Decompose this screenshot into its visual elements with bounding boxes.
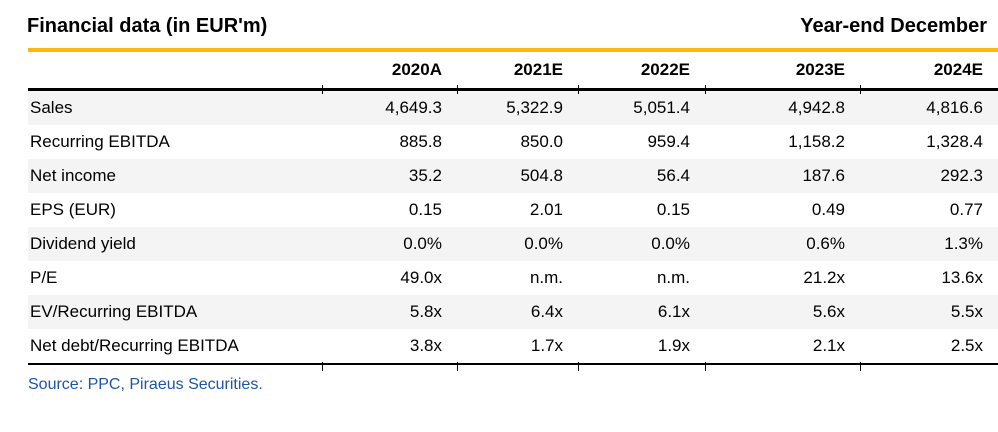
source-note: Source: PPC, Piraeus Securities. bbox=[28, 376, 263, 393]
page-title: Financial data (in EUR'm) bbox=[27, 15, 268, 37]
cell-value: 0.0% bbox=[524, 234, 563, 253]
financial-table: 2020A 2021E 2022E 2023E 2024E Sales 4,64… bbox=[28, 52, 998, 365]
table-row-pe: P/E 49.0x n.m. n.m. 21.2x 13.6x bbox=[28, 261, 998, 295]
table-row-dividend-yield: Dividend yield 0.0% 0.0% 0.0% 0.6% 1.3% bbox=[28, 227, 998, 261]
cell-value: 56.4 bbox=[656, 166, 690, 185]
column-boundary-tick bbox=[860, 85, 861, 94]
cell-value: 850.0 bbox=[520, 132, 563, 151]
row-label: EPS (EUR) bbox=[30, 200, 116, 219]
cell-value: 0.6% bbox=[806, 234, 845, 253]
cell-value: 35.2 bbox=[408, 166, 442, 185]
column-boundary-tick bbox=[860, 362, 861, 371]
cell-value: 3.8x bbox=[409, 336, 442, 355]
cell-value: 13.6x bbox=[941, 268, 983, 287]
cell-value: 1,328.4 bbox=[926, 132, 983, 151]
financial-data-page: Financial data (in EUR'm) Year-end Decem… bbox=[0, 13, 998, 432]
cell-value: 504.8 bbox=[520, 166, 563, 185]
accent-rule bbox=[28, 48, 998, 52]
table-header-row: 2020A 2021E 2022E 2023E 2024E bbox=[28, 52, 998, 91]
column-boundary-tick bbox=[457, 85, 458, 94]
cell-value: n.m. bbox=[656, 268, 690, 287]
cell-value: 4,649.3 bbox=[385, 98, 442, 117]
cell-value: 5.8x bbox=[409, 302, 442, 321]
table-row-net-debt-recurring-ebitda: Net debt/Recurring EBITDA 3.8x 1.7x 1.9x… bbox=[28, 329, 998, 364]
cell-value: 2.01 bbox=[529, 200, 563, 219]
cell-value: 187.6 bbox=[802, 166, 845, 185]
row-label: Recurring EBITDA bbox=[30, 132, 170, 151]
row-label: Dividend yield bbox=[30, 234, 136, 253]
cell-value: 49.0x bbox=[400, 268, 442, 287]
column-header-2023e: 2023E bbox=[705, 52, 860, 91]
cell-value: 1.9x bbox=[657, 336, 690, 355]
table-zone: 2020A 2021E 2022E 2023E 2024E Sales 4,64… bbox=[28, 52, 998, 371]
column-boundary-tick bbox=[705, 85, 706, 94]
column-header-2020a: 2020A bbox=[322, 52, 457, 91]
cell-value: n.m. bbox=[529, 268, 563, 287]
year-end-label: Year-end December bbox=[800, 15, 987, 37]
cell-value: 4,942.8 bbox=[788, 98, 845, 117]
row-label: P/E bbox=[30, 268, 58, 287]
row-label: Net debt/Recurring EBITDA bbox=[30, 336, 239, 355]
cell-value: 21.2x bbox=[803, 268, 845, 287]
column-boundary-tick bbox=[705, 362, 706, 371]
table-row-sales: Sales 4,649.3 5,322.9 5,051.4 4,942.8 4,… bbox=[28, 89, 998, 125]
cell-value: 1.7x bbox=[530, 336, 563, 355]
cell-value: 0.49 bbox=[811, 200, 845, 219]
cell-value: 5,051.4 bbox=[633, 98, 690, 117]
row-label: EV/Recurring EBITDA bbox=[30, 302, 198, 321]
column-boundary-tick bbox=[322, 85, 323, 94]
column-header-2024e: 2024E bbox=[860, 52, 998, 91]
cell-value: 6.4x bbox=[530, 302, 563, 321]
column-header-2022e: 2022E bbox=[578, 52, 705, 91]
table-row-ev-recurring-ebitda: EV/Recurring EBITDA 5.8x 6.4x 6.1x 5.6x … bbox=[28, 295, 998, 329]
cell-value: 959.4 bbox=[647, 132, 690, 151]
row-label: Sales bbox=[30, 98, 73, 117]
cell-value: 5.6x bbox=[812, 302, 845, 321]
cell-value: 0.15 bbox=[408, 200, 442, 219]
table-row-eps: EPS (EUR) 0.15 2.01 0.15 0.49 0.77 bbox=[28, 193, 998, 227]
cell-value: 0.0% bbox=[403, 234, 442, 253]
cell-value: 1,158.2 bbox=[788, 132, 845, 151]
column-boundary-tick bbox=[322, 362, 323, 371]
cell-value: 5.5x bbox=[950, 302, 983, 321]
cell-value: 0.77 bbox=[949, 200, 983, 219]
row-label: Net income bbox=[30, 166, 116, 185]
cell-value: 0.15 bbox=[656, 200, 690, 219]
cell-value: 292.3 bbox=[940, 166, 983, 185]
table-row-recurring-ebitda: Recurring EBITDA 885.8 850.0 959.4 1,158… bbox=[28, 125, 998, 159]
cell-value: 4,816.6 bbox=[926, 98, 983, 117]
cell-value: 1.3% bbox=[944, 234, 983, 253]
column-boundary-tick bbox=[578, 85, 579, 94]
cell-value: 0.0% bbox=[651, 234, 690, 253]
column-boundary-tick bbox=[578, 362, 579, 371]
cell-value: 5,322.9 bbox=[506, 98, 563, 117]
row-label-column-header bbox=[28, 52, 322, 91]
cell-value: 2.1x bbox=[812, 336, 845, 355]
cell-value: 885.8 bbox=[399, 132, 442, 151]
cell-value: 6.1x bbox=[657, 302, 690, 321]
column-header-2021e: 2021E bbox=[457, 52, 578, 91]
table-row-net-income: Net income 35.2 504.8 56.4 187.6 292.3 bbox=[28, 159, 998, 193]
column-boundary-tick bbox=[457, 362, 458, 371]
cell-value: 2.5x bbox=[950, 336, 983, 355]
title-row: Financial data (in EUR'm) Year-end Decem… bbox=[27, 13, 987, 39]
